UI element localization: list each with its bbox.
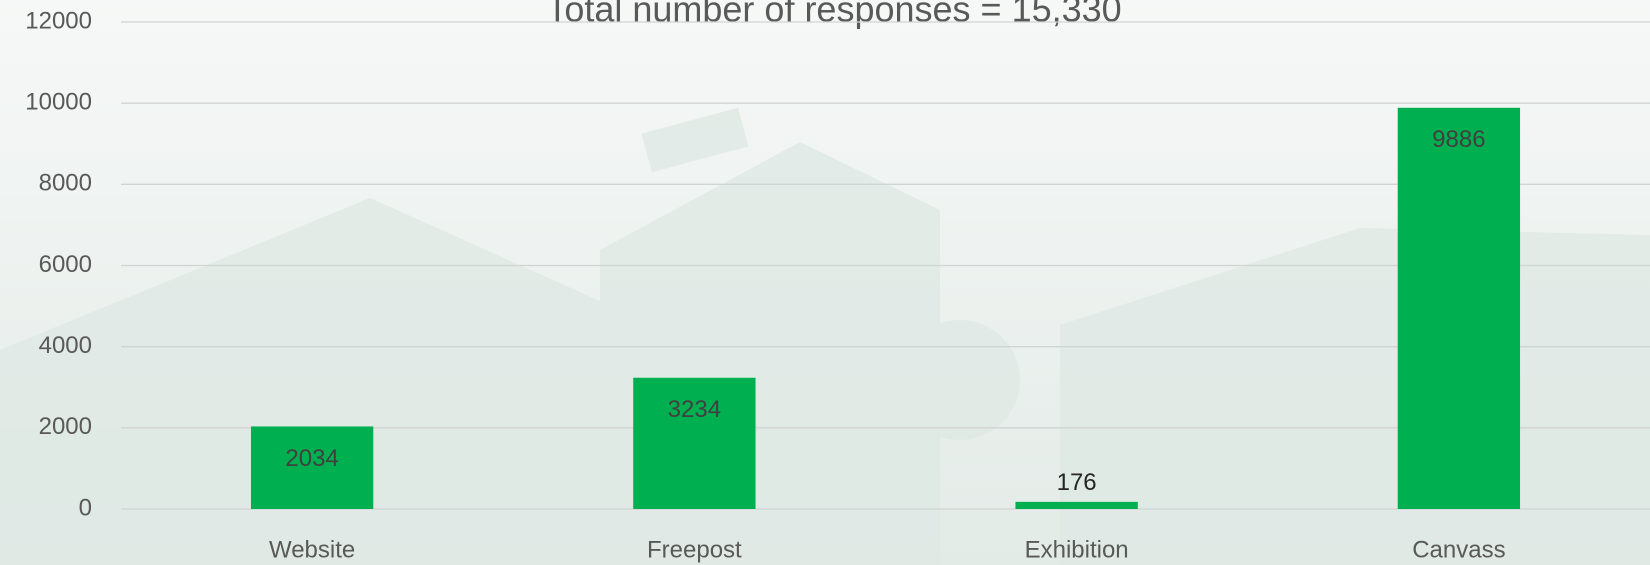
bar xyxy=(633,377,756,509)
y-tick-label: 4000 xyxy=(39,332,92,359)
y-tick-label: 2000 xyxy=(39,413,92,440)
bar xyxy=(1015,501,1138,509)
data-label: 2034 xyxy=(285,445,338,472)
x-tick-label: Freepost xyxy=(647,536,742,563)
y-tick-label: 10000 xyxy=(25,89,92,116)
x-tick-label: Website xyxy=(269,536,355,563)
data-label: 9886 xyxy=(1432,126,1485,153)
y-tick-label: 8000 xyxy=(39,170,92,197)
x-tick-label: Exhibition xyxy=(1025,536,1129,563)
chart-title: Total number of responses = 15,330 xyxy=(546,0,1121,30)
y-tick-label: 12000 xyxy=(25,7,92,34)
y-tick-label: 0 xyxy=(79,494,92,521)
y-tick-label: 6000 xyxy=(39,251,92,278)
data-label: 3234 xyxy=(668,396,721,423)
data-label: 176 xyxy=(1057,469,1097,496)
bar xyxy=(1397,107,1521,510)
bar xyxy=(250,426,374,509)
x-tick-label: Canvass xyxy=(1412,536,1505,563)
